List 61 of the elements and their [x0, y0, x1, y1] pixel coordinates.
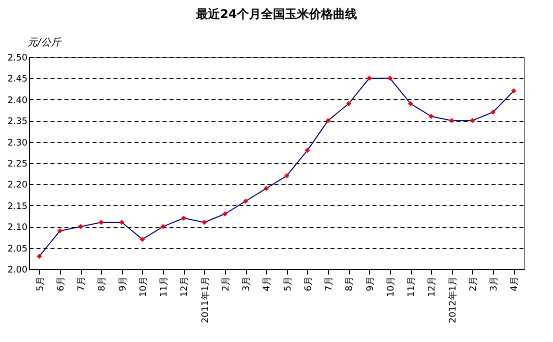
x-tick-label: 12月: [428, 276, 438, 297]
x-tick-label: 6月: [304, 276, 314, 292]
y-axis-title: 元/公斤: [28, 36, 62, 48]
point: [140, 236, 145, 242]
x-tick-label: 7月: [77, 276, 88, 292]
point: [222, 211, 228, 216]
x-tick-label: 11月: [407, 276, 418, 297]
y-tick-label: 2.25: [7, 160, 28, 170]
x-tick-label: 11月: [160, 276, 170, 297]
point: [490, 110, 496, 115]
y-tick-label: 2.05: [7, 244, 28, 254]
point: [387, 76, 392, 81]
point: [304, 148, 310, 153]
point: [366, 76, 372, 81]
y-tick-label: 2.15: [7, 202, 28, 212]
x-tick-label: 3月: [490, 276, 500, 292]
x-tick-label: 9月: [118, 276, 128, 292]
point: [470, 118, 475, 124]
x-tick-label: 2011年1月: [200, 276, 211, 324]
x-tick-label: 6月: [56, 276, 66, 292]
x-tick-label: 10月: [138, 276, 149, 297]
x-tick-label: 10月: [386, 276, 396, 297]
x-tick-label: 5月: [36, 276, 46, 292]
point: [78, 224, 84, 230]
point: [428, 114, 434, 119]
point: [511, 88, 516, 94]
x-tick-label: 3月: [242, 276, 252, 292]
chart-title: 最近24个月全国玉米价格曲线: [195, 7, 357, 21]
point: [346, 101, 352, 106]
y-tick-label: 2.45: [7, 74, 28, 85]
point: [160, 224, 166, 230]
point: [326, 118, 331, 124]
y-tick-label: 2.20: [7, 180, 28, 191]
x-tick-label: 2012年1月: [447, 276, 458, 324]
point: [57, 228, 62, 234]
point: [119, 220, 124, 225]
x-tick-label: 8月: [345, 276, 356, 292]
x-tick-label: 8月: [98, 276, 108, 292]
x-tick-label: 4月: [262, 276, 273, 292]
x-tick-label: 9月: [366, 276, 376, 292]
x-tick-label: 12月: [180, 276, 190, 297]
point: [264, 186, 269, 191]
y-tick-label: 2.30: [7, 138, 28, 148]
y-tick-label: 2.40: [7, 96, 28, 106]
point: [181, 216, 186, 221]
x-tick-label: 2月: [468, 276, 479, 292]
point: [408, 101, 414, 106]
point: [98, 220, 104, 225]
point: [36, 254, 42, 259]
x-tick-label: 4月: [510, 276, 520, 292]
point: [243, 198, 248, 204]
x-tick-label: 2月: [221, 276, 232, 292]
y-tick-label: 2.10: [7, 223, 28, 234]
x-tick-label: 5月: [283, 276, 294, 292]
point: [202, 220, 207, 225]
point: [284, 173, 290, 178]
y-tick-label: 2.50: [7, 54, 28, 64]
y-tick-label: 2.35: [7, 117, 28, 128]
point: [449, 118, 454, 124]
y-tick-label: 2.00: [7, 266, 28, 276]
x-tick-label: 7月: [324, 276, 335, 292]
